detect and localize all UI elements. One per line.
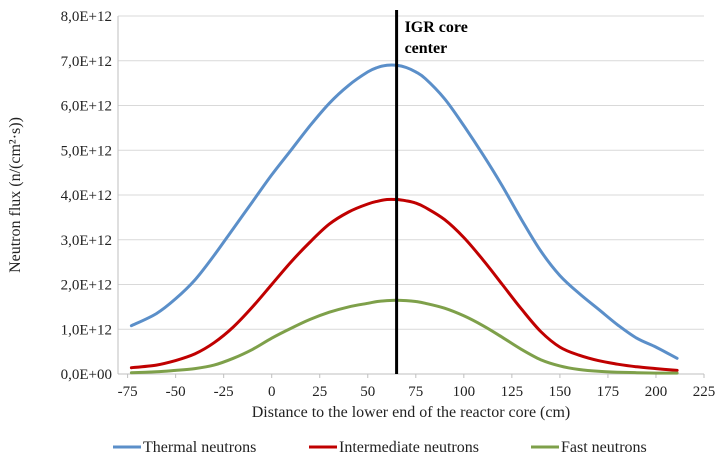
legend: Thermal neutrons Intermediate neutrons Fas… (113, 439, 647, 456)
x-tick-label: -75 (118, 384, 138, 400)
x-tick-label: 225 (693, 384, 716, 400)
legend-label: Thermal neutrons (143, 439, 256, 456)
x-tick-label: 175 (597, 384, 620, 400)
y-tick-label: 3,0E+12 (61, 233, 112, 249)
x-tick-label: 25 (312, 384, 327, 400)
y-tick-label: 2,0E+12 (61, 278, 112, 294)
y-tick-label: 7,0E+12 (61, 54, 112, 70)
x-tick-label: 50 (360, 384, 375, 400)
y-tick-label: 0,0E+00 (61, 367, 112, 383)
x-tick-label: 75 (408, 384, 423, 400)
x-tick-label: -50 (166, 384, 186, 400)
legend-label: Fast neutrons (561, 439, 647, 456)
y-tick-label: 1,0E+12 (61, 322, 112, 338)
series-layer (129, 63, 679, 375)
x-axis-title: Distance to the lower end of the reactor… (252, 404, 571, 421)
x-tick-label: 100 (453, 384, 476, 400)
series-line-intermediate-neutrons (129, 197, 679, 372)
series-line-fast-neutrons (129, 298, 679, 375)
y-tick-label: 4,0E+12 (61, 188, 112, 204)
x-tick-label: 0 (268, 384, 276, 400)
x-tick-label: 200 (645, 384, 668, 400)
x-tick-label: -25 (214, 384, 234, 400)
grid-layer (118, 15, 704, 330)
series-line-thermal-neutrons (129, 63, 679, 360)
axis-layer: 0,0E+00 1,0E+12 2,0E+12 3,0E+12 4,0E+12 5,0E+… (61, 9, 716, 400)
y-tick-label: 8,0E+12 (61, 9, 112, 25)
annotation-layer: IGR core center (395, 10, 468, 374)
legend-label: Intermediate neutrons (339, 439, 479, 456)
annotation-line-1: IGR core (405, 19, 468, 36)
x-tick-label: 150 (549, 384, 572, 400)
x-tick-label: 125 (501, 384, 524, 400)
y-tick-label: 5,0E+12 (61, 143, 112, 159)
y-axis-title: Neutron flux (n/(cm²·s)) (7, 117, 24, 273)
annotation-line-2: center (405, 40, 448, 57)
y-tick-label: 6,0E+12 (61, 99, 112, 115)
